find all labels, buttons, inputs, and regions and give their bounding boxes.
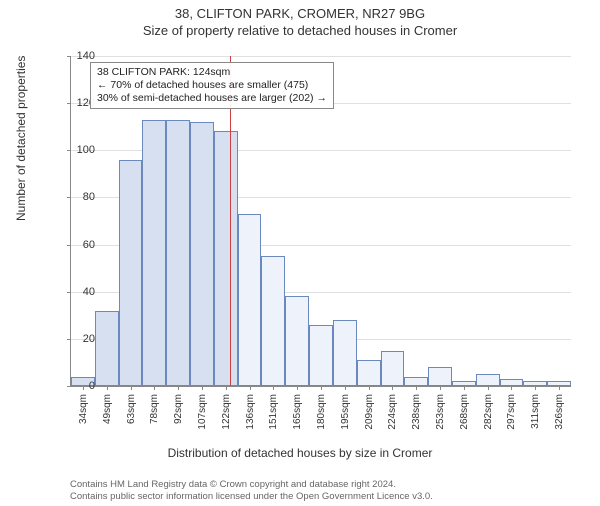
attribution-footer: Contains HM Land Registry data © Crown c… — [70, 479, 433, 502]
xtick-mark — [464, 386, 465, 390]
histogram-bar — [428, 367, 452, 386]
xtick-label: 136sqm — [245, 394, 256, 430]
gridline — [71, 56, 571, 57]
histogram-bar — [500, 379, 524, 386]
ytick-label: 60 — [65, 239, 95, 251]
chart-subtitle: Size of property relative to detached ho… — [0, 23, 600, 38]
histogram-bar — [333, 320, 357, 386]
xtick-label: 238sqm — [411, 394, 422, 430]
xtick-label: 311sqm — [530, 394, 541, 429]
y-axis-label: Number of detached properties — [14, 56, 28, 221]
histogram-bar — [309, 325, 333, 386]
xtick-mark — [178, 386, 179, 390]
xtick-mark — [488, 386, 489, 390]
xtick-label: 282sqm — [483, 394, 494, 430]
histogram-bar — [142, 120, 166, 386]
xtick-mark — [107, 386, 108, 390]
xtick-label: 209sqm — [364, 394, 375, 430]
xtick-mark — [392, 386, 393, 390]
xtick-label: 297sqm — [506, 394, 517, 430]
ytick-label: 140 — [65, 50, 95, 62]
xtick-mark — [321, 386, 322, 390]
info-box-line: ← 70% of detached houses are smaller (47… — [97, 79, 327, 92]
histogram-bar — [404, 377, 428, 386]
xtick-mark — [440, 386, 441, 390]
histogram-bar — [119, 160, 143, 386]
xtick-mark — [535, 386, 536, 390]
xtick-mark — [202, 386, 203, 390]
histogram-bar — [381, 351, 405, 386]
page-title: 38, CLIFTON PARK, CROMER, NR27 9BG — [0, 6, 600, 21]
xtick-label: 253sqm — [435, 394, 446, 430]
xtick-mark — [154, 386, 155, 390]
xtick-label: 49sqm — [102, 394, 113, 424]
info-box-line: 38 CLIFTON PARK: 124sqm — [97, 66, 327, 79]
info-box: 38 CLIFTON PARK: 124sqm← 70% of detached… — [90, 62, 334, 109]
xtick-label: 92sqm — [173, 394, 184, 424]
xtick-mark — [345, 386, 346, 390]
xtick-label: 151sqm — [268, 394, 279, 430]
footer-line-2: Contains public sector information licen… — [70, 491, 433, 502]
ytick-label: 100 — [65, 144, 95, 156]
xtick-label: 107sqm — [197, 394, 208, 430]
xtick-label: 78sqm — [149, 394, 160, 424]
histogram-bar — [238, 214, 262, 386]
xtick-label: 165sqm — [292, 394, 303, 430]
xtick-mark — [273, 386, 274, 390]
xtick-label: 63sqm — [126, 394, 137, 424]
histogram-bar — [476, 374, 500, 386]
xtick-mark — [131, 386, 132, 390]
xtick-label: 224sqm — [387, 394, 398, 430]
histogram-bar — [166, 120, 190, 386]
ytick-label: 40 — [65, 286, 95, 298]
xtick-label: 34sqm — [78, 394, 89, 424]
info-box-line: 30% of semi-detached houses are larger (… — [97, 92, 327, 105]
xtick-mark — [250, 386, 251, 390]
xtick-mark — [559, 386, 560, 390]
xtick-label: 326sqm — [554, 394, 565, 430]
ytick-label: 20 — [65, 333, 95, 345]
histogram-bar — [261, 256, 285, 386]
histogram-bar — [190, 122, 214, 386]
x-axis-label: Distribution of detached houses by size … — [0, 446, 600, 460]
histogram-bar — [285, 296, 309, 386]
ytick-label: 0 — [65, 380, 95, 392]
xtick-label: 268sqm — [459, 394, 470, 430]
ytick-label: 80 — [65, 191, 95, 203]
histogram-bar — [95, 311, 119, 386]
xtick-label: 122sqm — [221, 394, 232, 430]
xtick-mark — [369, 386, 370, 390]
xtick-label: 180sqm — [316, 394, 327, 430]
xtick-mark — [511, 386, 512, 390]
histogram-bar — [357, 360, 381, 386]
xtick-label: 195sqm — [340, 394, 351, 430]
xtick-mark — [226, 386, 227, 390]
footer-line-1: Contains HM Land Registry data © Crown c… — [70, 479, 433, 490]
histogram-bar — [214, 131, 238, 386]
xtick-mark — [416, 386, 417, 390]
xtick-mark — [297, 386, 298, 390]
